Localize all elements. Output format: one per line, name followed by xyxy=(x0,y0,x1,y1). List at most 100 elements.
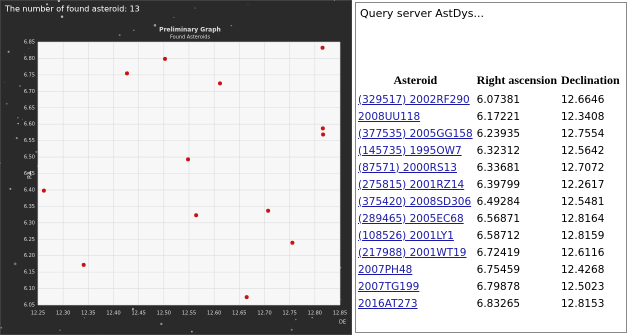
table-cell: 6.83265 xyxy=(477,295,561,312)
x-tick-label: 12.75 xyxy=(283,311,297,317)
star xyxy=(61,16,63,18)
table-cell: 12.8164 xyxy=(561,210,624,227)
star xyxy=(173,17,174,18)
star xyxy=(291,329,293,331)
data-point xyxy=(186,157,190,161)
x-tick-label: 12.40 xyxy=(106,311,120,317)
table-cell: 12.8159 xyxy=(561,227,624,244)
y-tick-label: 6.85 xyxy=(24,40,35,46)
star xyxy=(231,25,232,26)
y-tick-label: 6.45 xyxy=(24,171,35,177)
column-header: Asteroid xyxy=(358,73,477,91)
table-cell: 6.17221 xyxy=(477,108,561,125)
asteroid-link[interactable]: 2016AT273 xyxy=(358,295,477,312)
chart-panel: The number of found asteroid: 13 Prelimi… xyxy=(0,0,352,335)
star xyxy=(16,137,18,139)
status-text: The number of found asteroid: 13 xyxy=(4,5,140,14)
data-point xyxy=(321,46,325,50)
table-cell: 6.58712 xyxy=(477,227,561,244)
table-cell: 6.07381 xyxy=(477,91,561,108)
star xyxy=(195,8,196,9)
star xyxy=(35,151,37,153)
data-point xyxy=(125,71,129,75)
y-tick-label: 6.65 xyxy=(24,105,35,111)
star xyxy=(8,51,10,53)
table-cell: 6.75459 xyxy=(477,261,561,278)
x-tick-label: 12.25 xyxy=(31,311,45,317)
star xyxy=(27,295,28,296)
star xyxy=(59,329,60,330)
x-axis-label: DE xyxy=(339,320,346,326)
star xyxy=(28,48,29,49)
chart-title: Preliminary Graph xyxy=(159,27,221,34)
star xyxy=(0,327,2,329)
star xyxy=(248,5,249,6)
star xyxy=(4,82,5,83)
star xyxy=(312,317,313,318)
asteroid-link[interactable]: (217988) 2001WT19 xyxy=(358,244,477,261)
table-row: (275815) 2001RZ146.3979912.2617 xyxy=(358,176,624,193)
table-cell: 12.6116 xyxy=(561,244,624,261)
data-point xyxy=(163,57,167,61)
table-cell: 6.32312 xyxy=(477,142,561,159)
table-row: (375420) 2008SD3066.4928412.5481 xyxy=(358,193,624,210)
star xyxy=(295,319,296,320)
data-point xyxy=(245,295,249,299)
table-cell: 12.3408 xyxy=(561,108,624,125)
asteroid-table: AsteroidRight ascensionDeclination(32951… xyxy=(358,73,624,312)
y-tick-label: 6.80 xyxy=(24,56,35,62)
chart-subtitle: Found Asteroids xyxy=(170,35,210,41)
data-point xyxy=(218,81,222,85)
asteroid-link[interactable]: 2008UU118 xyxy=(358,108,477,125)
asteroid-link[interactable]: 2007PH48 xyxy=(358,261,477,278)
x-tick-label: 12.85 xyxy=(333,311,347,317)
x-tick-label: 12.80 xyxy=(308,311,322,317)
y-tick-label: 6.25 xyxy=(24,237,35,243)
table-cell: 12.5481 xyxy=(561,193,624,210)
table-row: 2007TG1996.7987812.5023 xyxy=(358,278,624,295)
star xyxy=(160,323,162,325)
table-row: (289465) 2005EC686.5687112.8164 xyxy=(358,210,624,227)
asteroid-link[interactable]: (289465) 2005EC68 xyxy=(358,210,477,227)
data-point xyxy=(266,209,270,213)
asteroid-link[interactable]: (145735) 1995OW7 xyxy=(358,142,477,159)
x-tick-label: 12.70 xyxy=(257,311,271,317)
table-row: (377535) 2005GG1586.2393512.7554 xyxy=(358,125,624,142)
x-tick-label: 12.30 xyxy=(56,311,70,317)
page: The number of found asteroid: 13 Prelimi… xyxy=(0,0,627,335)
star xyxy=(191,331,193,333)
query-status: Query server AstDys... xyxy=(360,7,484,20)
asteroid-link[interactable]: (375420) 2008SD306 xyxy=(358,193,477,210)
x-tick-label: 12.50 xyxy=(157,311,171,317)
star xyxy=(25,54,26,55)
star xyxy=(19,85,20,86)
asteroid-link[interactable]: (87571) 2000RS13 xyxy=(358,159,477,176)
column-header: Declination xyxy=(561,73,624,91)
star xyxy=(119,34,121,36)
star xyxy=(6,103,8,105)
table-cell: 6.49284 xyxy=(477,193,561,210)
asteroid-link[interactable]: (377535) 2005GG158 xyxy=(358,125,477,142)
table-cell: 6.72419 xyxy=(477,244,561,261)
x-tick-label: 12.65 xyxy=(232,311,246,317)
star xyxy=(133,30,135,32)
table-row: (145735) 1995OW76.3231212.5642 xyxy=(358,142,624,159)
asteroid-link[interactable]: (108526) 2001LY1 xyxy=(358,227,477,244)
data-point xyxy=(42,189,46,193)
table-cell: 6.39799 xyxy=(477,176,561,193)
table-cell: 6.79878 xyxy=(477,278,561,295)
table-cell: 12.7072 xyxy=(561,159,624,176)
table-cell: 12.2617 xyxy=(561,176,624,193)
table-cell: 12.6646 xyxy=(561,91,624,108)
table-cell: 12.7554 xyxy=(561,125,624,142)
data-point xyxy=(194,213,198,217)
star xyxy=(84,317,85,318)
asteroid-link[interactable]: (329517) 2002RF290 xyxy=(358,91,477,108)
data-point xyxy=(290,241,294,245)
asteroid-link[interactable]: 2007TG199 xyxy=(358,278,477,295)
asteroid-link[interactable]: (275815) 2001RZ14 xyxy=(358,176,477,193)
